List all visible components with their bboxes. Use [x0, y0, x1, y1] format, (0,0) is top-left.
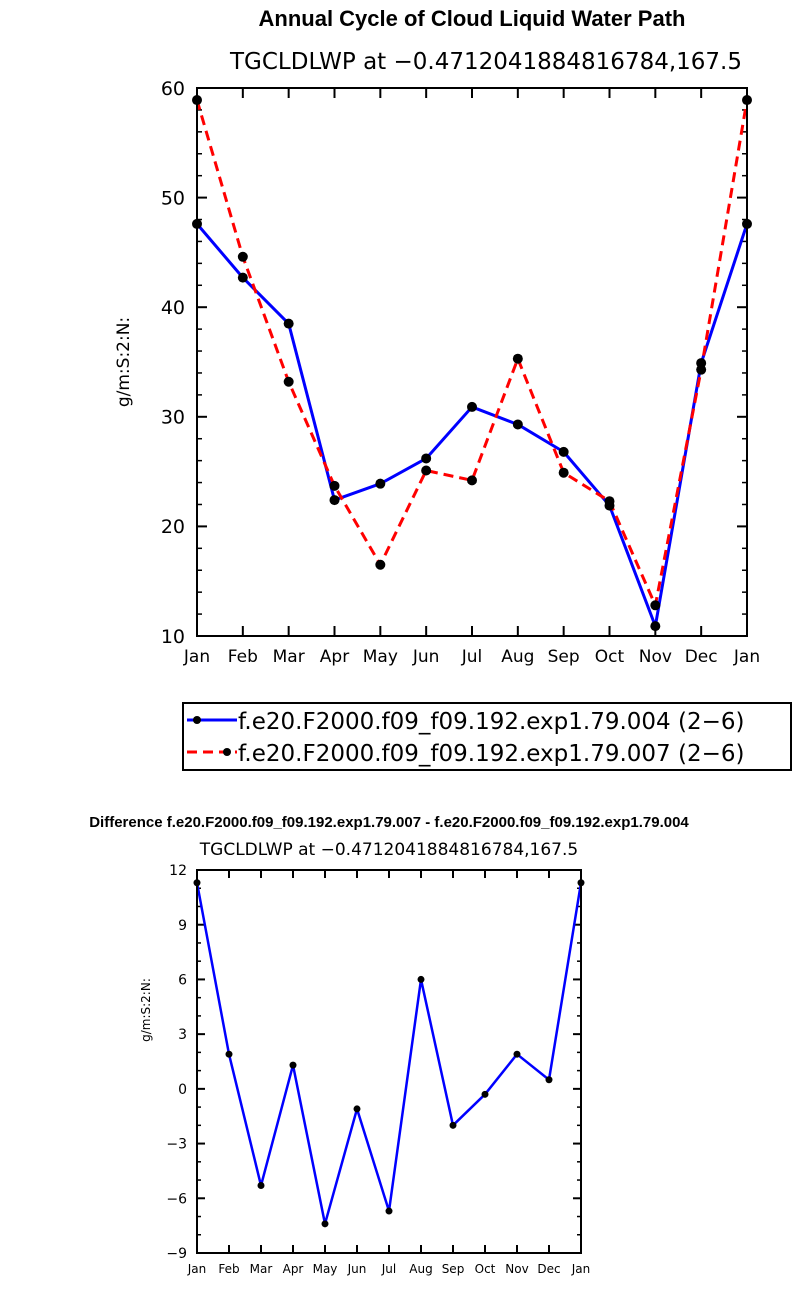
chart1-xtick-label: Jun — [412, 647, 440, 667]
chart1-series-2-point — [512, 353, 523, 364]
chart1-xtick-label: Nov — [639, 647, 672, 667]
chart2-plot-frame — [196, 869, 582, 1254]
chart1-ytick-label: 10 — [161, 626, 185, 648]
chart1-series-2-point — [696, 364, 707, 375]
chart2-xtick-label: Jan — [187, 1262, 207, 1276]
chart2-series-1-point — [545, 1076, 553, 1084]
chart2-xtick-label: Jun — [347, 1262, 367, 1276]
chart1-ytick-label: 60 — [161, 78, 185, 100]
chart2-series-1-point — [225, 1050, 233, 1058]
chart1-series-2-point — [558, 467, 569, 478]
chart2-ytick-label: 6 — [178, 972, 187, 988]
legend-marker-series1 — [193, 716, 201, 724]
chart1-xtick-label: Apr — [320, 647, 349, 667]
chart1-xtick-label: Aug — [501, 647, 534, 667]
chart1-ytick-label: 50 — [161, 187, 185, 209]
chart1-xtick-label: Sep — [548, 647, 580, 667]
chart2-ytick-label: 12 — [169, 863, 187, 879]
chart2-ytick-label: −6 — [166, 1191, 187, 1207]
chart1-series-2-point — [421, 465, 432, 476]
chart2-series-1-point — [513, 1050, 521, 1058]
chart2-ytick-label: −9 — [166, 1246, 187, 1262]
chart2-subtitle: TGCLDLWP at −0.4712041884816784,167.5 — [199, 840, 578, 860]
chart1-xtick-label: Mar — [273, 647, 305, 667]
chart1-xtick-label: Dec — [685, 647, 718, 667]
chart1-series-line-2 — [195, 99, 749, 607]
chart1-xtick-label: Jan — [183, 647, 210, 667]
chart1-series-1-point — [558, 446, 569, 457]
legend-marker-series2 — [223, 748, 231, 756]
chart2-xtick-label: Mar — [250, 1262, 273, 1276]
chart1-xtick-label: Feb — [228, 647, 258, 667]
chart1-series-1-point — [421, 453, 432, 464]
chart1-plot-frame — [196, 87, 748, 637]
legend-box — [182, 702, 792, 771]
chart1-series-1-point — [467, 401, 477, 412]
chart2-xtick-label: Sep — [442, 1262, 465, 1276]
chart1-series-1-point — [329, 495, 340, 506]
chart1-series-1-point — [650, 621, 661, 632]
chart2-series-1-point — [289, 1061, 297, 1069]
chart1-subtitle: TGCLDLWP at −0.4712041884816784,167.5 — [229, 49, 742, 75]
chart1-series-2-point — [604, 496, 615, 507]
chart2-series-1-point — [257, 1182, 265, 1190]
chart2-series — [193, 879, 585, 1228]
chart2-xtick-label: Dec — [537, 1262, 560, 1276]
chart2-xtick-label: Oct — [475, 1262, 496, 1276]
chart2-series-1-point — [481, 1090, 489, 1098]
chart1-ytick-label: 40 — [161, 297, 185, 319]
chart2-axis-ticks: −9 −6 −3 0 3 6 9 12 Jan Feb Mar Apr May Jun Jul Aug Sep O… — [166, 863, 590, 1276]
chart1-series-2-point — [375, 559, 386, 570]
chart2-series-1-point — [321, 1220, 329, 1228]
chart1-series-2-point — [283, 376, 294, 387]
chart2-series-1-point — [385, 1207, 393, 1215]
chart1-ytick-label: 20 — [161, 516, 185, 538]
chart2-series-1-point — [353, 1105, 361, 1113]
chart1-series-1-point — [512, 419, 523, 430]
chart2-ytick-label: 3 — [178, 1027, 187, 1043]
legend-label-series1: f.e20.F2000.f09_f09.192.exp1.79.004 (2−6… — [238, 709, 744, 735]
chart2-xtick-label: Jan — [571, 1262, 591, 1276]
chart2-xtick-label: Aug — [409, 1262, 432, 1276]
chart2-xtick-label: Feb — [218, 1262, 239, 1276]
chart1-xtick-label: Jul — [461, 647, 483, 667]
chart2-series-1-point — [417, 975, 425, 983]
chart1-series-line-1 — [195, 222, 749, 628]
chart1-series-1-point — [237, 272, 248, 283]
chart2-title: Difference f.e20.F2000.f09_f09.192.exp1.… — [89, 814, 689, 831]
chart1-legend: f.e20.F2000.f09_f09.192.exp1.79.004 (2−6… — [182, 702, 792, 771]
chart2-ytick-label: −3 — [166, 1137, 187, 1153]
chart1-series-2-point — [650, 600, 661, 611]
chart1-xtick-label: Oct — [595, 647, 625, 667]
chart1-series-2-point — [237, 251, 248, 262]
chart1-series — [192, 95, 752, 632]
chart1-title: Annual Cycle of Cloud Liquid Water Path — [259, 6, 686, 31]
chart2-series-line-1 — [195, 882, 583, 1226]
legend-label-series2: f.e20.F2000.f09_f09.192.exp1.79.007 (2−6… — [238, 741, 744, 767]
chart1-series-1-point — [375, 478, 386, 489]
chart1-series-1-point — [283, 318, 294, 329]
chart1-series-2-point — [467, 475, 477, 486]
chart2-xtick-label: May — [313, 1262, 338, 1276]
chart2-ylabel: g/m:S:2:N: — [139, 978, 153, 1042]
chart2-xtick-label: Apr — [283, 1262, 304, 1276]
chart1-series-2-point — [329, 480, 340, 491]
chart2-xtick-label: Nov — [505, 1262, 528, 1276]
chart1-ylabel: g/m:S:2:N: — [114, 317, 134, 407]
chart1-ytick-label: 30 — [161, 407, 185, 429]
chart2-series-1-point — [449, 1121, 457, 1129]
chart1-axis-ticks: 10 20 30 40 50 60 Jan Feb Mar Apr May Jun Jul Aug Sep O… — [161, 78, 760, 667]
chart1-xtick-label: May — [363, 647, 398, 667]
chart1-xtick-label: Jan — [733, 647, 760, 667]
chart2-ytick-label: 0 — [178, 1082, 187, 1098]
chart2-xtick-label: Jul — [381, 1262, 396, 1276]
chart2-ytick-label: 9 — [178, 918, 187, 934]
